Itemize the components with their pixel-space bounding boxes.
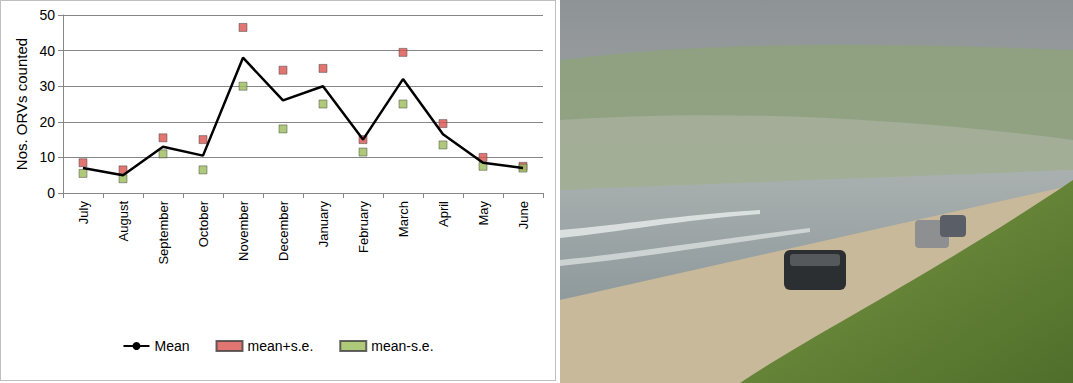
svg-text:December: December: [276, 200, 291, 261]
svg-text:0: 0: [47, 185, 55, 201]
svg-text:Nos. ORVs counted: Nos. ORVs counted: [13, 38, 30, 170]
svg-text:40: 40: [39, 43, 55, 59]
svg-text:March: March: [396, 201, 411, 237]
svg-text:April: April: [436, 201, 451, 227]
svg-text:February: February: [356, 201, 371, 254]
svg-text:mean-s.e.: mean-s.e.: [371, 338, 433, 354]
svg-text:30: 30: [39, 78, 55, 94]
svg-text:Mean: Mean: [154, 338, 189, 354]
svg-text:June: June: [516, 201, 531, 229]
svg-text:20: 20: [39, 114, 55, 130]
svg-text:mean+s.e.: mean+s.e.: [248, 338, 314, 354]
svg-text:10: 10: [39, 149, 55, 165]
svg-text:January: January: [316, 201, 331, 248]
svg-text:August: August: [116, 201, 131, 242]
svg-text:50: 50: [39, 7, 55, 23]
svg-text:May: May: [476, 201, 491, 226]
svg-text:October: October: [196, 200, 211, 247]
svg-text:September: September: [156, 200, 171, 264]
svg-text:July: July: [76, 201, 91, 225]
svg-text:November: November: [236, 200, 251, 261]
